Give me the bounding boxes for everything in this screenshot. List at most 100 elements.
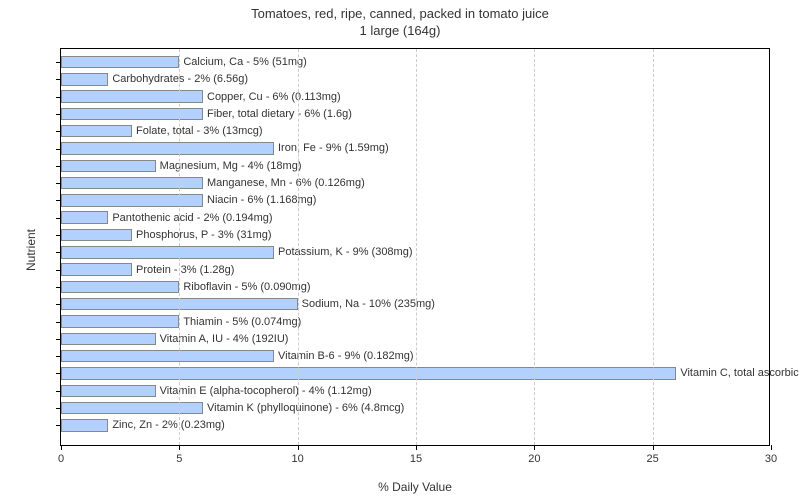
x-tick-label: 20	[528, 453, 540, 465]
y-tick-mark	[56, 270, 61, 271]
bar-label: Vitamin K (phylloquinone) - 6% (4.8mcg)	[203, 402, 404, 414]
bar-label: Manganese, Mn - 6% (0.126mg)	[203, 177, 365, 189]
y-axis-label: Nutrient	[24, 229, 38, 271]
bar-row: Pantothenic acid - 2% (0.194mg)	[61, 211, 769, 223]
bar	[61, 108, 203, 120]
bar-label: Phosphorus, P - 3% (31mg)	[132, 229, 272, 241]
bar-row: Carbohydrates - 2% (6.56g)	[61, 73, 769, 85]
y-tick-mark	[56, 131, 61, 132]
bar	[61, 246, 274, 258]
bar	[61, 90, 203, 102]
bar-label: Protein - 3% (1.28g)	[132, 264, 234, 276]
bar-row: Vitamin C, total ascorbic acid - 26% (15…	[61, 367, 769, 379]
gridline	[179, 49, 180, 445]
x-tick-mark	[653, 445, 654, 450]
bar-row: Vitamin K (phylloquinone) - 6% (4.8mcg)	[61, 402, 769, 414]
bar-label: Vitamin C, total ascorbic acid - 26% (15…	[676, 367, 800, 379]
y-tick-mark	[56, 62, 61, 63]
bar	[61, 160, 156, 172]
bar-label: Vitamin B-6 - 9% (0.182mg)	[274, 350, 414, 362]
chart-title-line1: Tomatoes, red, ripe, canned, packed in t…	[0, 6, 800, 23]
bar-label: Riboflavin - 5% (0.090mg)	[179, 281, 310, 293]
y-tick-mark	[56, 114, 61, 115]
bar-row: Thiamin - 5% (0.074mg)	[61, 315, 769, 327]
x-axis-label: % Daily Value	[60, 480, 770, 494]
x-tick-label: 15	[410, 453, 422, 465]
gridline	[416, 49, 417, 445]
bar	[61, 142, 274, 154]
x-tick-mark	[61, 445, 62, 450]
plot-area: Calcium, Ca - 5% (51mg) Carbohydrates - 2…	[60, 48, 770, 446]
x-tick-label: 5	[176, 453, 182, 465]
bar-row: Phosphorus, P - 3% (31mg)	[61, 229, 769, 241]
bar	[61, 229, 132, 241]
bar	[61, 56, 179, 68]
x-tick-label: 10	[292, 453, 304, 465]
bar-row: Potassium, K - 9% (308mg)	[61, 246, 769, 258]
bar-label: Carbohydrates - 2% (6.56g)	[108, 73, 248, 85]
chart-title-block: Tomatoes, red, ripe, canned, packed in t…	[0, 6, 800, 40]
bar	[61, 125, 132, 137]
bar-row: Calcium, Ca - 5% (51mg)	[61, 56, 769, 68]
y-tick-mark	[56, 235, 61, 236]
bar-row: Magnesium, Mg - 4% (18mg)	[61, 160, 769, 172]
bar-label: Calcium, Ca - 5% (51mg)	[179, 56, 306, 68]
bar-label: Pantothenic acid - 2% (0.194mg)	[108, 212, 272, 224]
x-tick-mark	[416, 445, 417, 450]
bar	[61, 419, 108, 431]
bar-label: Thiamin - 5% (0.074mg)	[179, 316, 301, 328]
bar-row: Fiber, total dietary - 6% (1.6g)	[61, 108, 769, 120]
bar	[61, 177, 203, 189]
bar-row: Zinc, Zn - 2% (0.23mg)	[61, 419, 769, 431]
bar	[61, 281, 179, 293]
bar-label: Vitamin A, IU - 4% (192IU)	[156, 333, 289, 345]
bar-row: Folate, total - 3% (13mcg)	[61, 125, 769, 137]
x-tick-label: 0	[58, 453, 64, 465]
bar	[61, 194, 203, 206]
bar-label: Zinc, Zn - 2% (0.23mg)	[108, 419, 224, 431]
bar	[61, 350, 274, 362]
bar	[61, 402, 203, 414]
gridline	[298, 49, 299, 445]
bar-row: Manganese, Mn - 6% (0.126mg)	[61, 177, 769, 189]
bar	[61, 385, 156, 397]
gridline	[534, 49, 535, 445]
bar-row: Protein - 3% (1.28g)	[61, 263, 769, 275]
bar-label: Folate, total - 3% (13mcg)	[132, 125, 263, 137]
bar-label: Magnesium, Mg - 4% (18mg)	[156, 160, 302, 172]
x-tick-mark	[534, 445, 535, 450]
y-tick-mark	[56, 373, 61, 374]
y-tick-mark	[56, 287, 61, 288]
y-tick-mark	[56, 149, 61, 150]
y-tick-mark	[56, 200, 61, 201]
bar-row: Vitamin A, IU - 4% (192IU)	[61, 333, 769, 345]
y-tick-mark	[56, 252, 61, 253]
bar-label: Vitamin E (alpha-tocopherol) - 4% (1.12m…	[156, 385, 372, 397]
x-tick-mark	[771, 445, 772, 450]
y-tick-mark	[56, 322, 61, 323]
y-tick-mark	[56, 304, 61, 305]
gridline	[653, 49, 654, 445]
bar-row: Iron, Fe - 9% (1.59mg)	[61, 142, 769, 154]
bar-row: Niacin - 6% (1.168mg)	[61, 194, 769, 206]
y-tick-mark	[56, 391, 61, 392]
y-tick-mark	[56, 79, 61, 80]
bar-label: Fiber, total dietary - 6% (1.6g)	[203, 108, 352, 120]
bar	[61, 367, 676, 379]
bar	[61, 333, 156, 345]
bars-layer: Calcium, Ca - 5% (51mg) Carbohydrates - 2…	[61, 49, 769, 445]
y-tick-mark	[56, 218, 61, 219]
bar-row: Copper, Cu - 6% (0.113mg)	[61, 90, 769, 102]
bar-row: Sodium, Na - 10% (235mg)	[61, 298, 769, 310]
bar-label: Sodium, Na - 10% (235mg)	[298, 298, 435, 310]
bar	[61, 315, 179, 327]
y-tick-mark	[56, 166, 61, 167]
bar-label: Iron, Fe - 9% (1.59mg)	[274, 142, 389, 154]
y-tick-mark	[56, 408, 61, 409]
y-tick-mark	[56, 183, 61, 184]
bar	[61, 263, 132, 275]
x-tick-mark	[298, 445, 299, 450]
nutrient-chart: Tomatoes, red, ripe, canned, packed in t…	[0, 0, 800, 500]
x-tick-mark	[179, 445, 180, 450]
bar-row: Vitamin B-6 - 9% (0.182mg)	[61, 350, 769, 362]
